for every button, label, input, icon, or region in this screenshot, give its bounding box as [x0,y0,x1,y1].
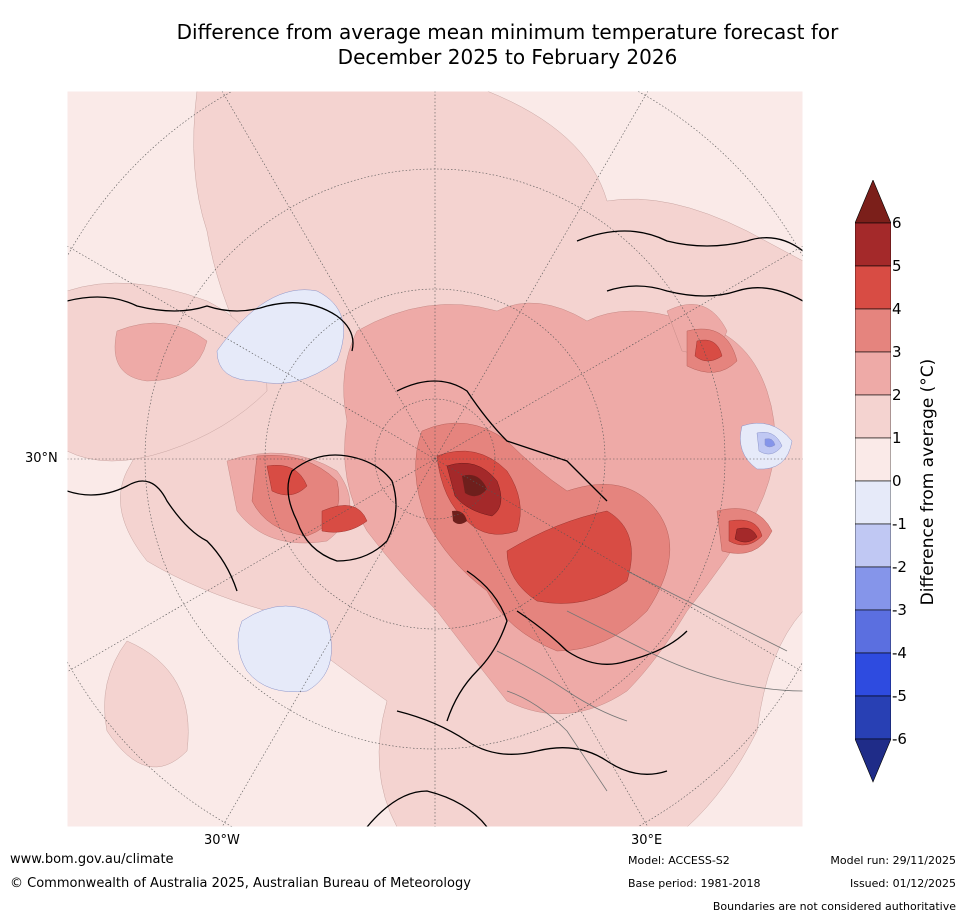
colorbar-bin [855,480,891,525]
colorbar-bin [855,437,891,482]
colorbar-tick-label: 0 [892,472,902,490]
colorbar-bin [855,652,891,697]
lat-label-30n: 30°N [25,451,58,466]
colorbar-bin [855,695,891,740]
colorbar-tick-label: 4 [892,300,902,318]
colorbar-bin [855,351,891,396]
colorbar-tick-label: -1 [892,515,907,533]
colorbar-bin [855,566,891,611]
chart-title: Difference from average mean minimum tem… [80,20,935,70]
colorbar-over-arrow [855,180,891,224]
colorbar-bin [855,265,891,310]
footer-issued: Issued: 01/12/2025 [849,877,956,890]
colorbar-tick-label: 3 [892,343,902,361]
footer-base-period: Base period: 1981-2018 [628,877,761,890]
colorbar-tick-label: 6 [892,214,902,232]
colorbar-tick-label: -3 [892,601,907,619]
colorbar-tick-label: 2 [892,386,902,404]
colorbar-bin [855,609,891,654]
footer-copyright: © Commonwealth of Australia 2025, Austra… [10,876,471,891]
title-line-2: December 2025 to February 2026 [337,45,678,69]
graticule [67,91,803,827]
colorbar-tick-label: -6 [892,730,907,748]
anomaly-above-6-regions [452,474,487,524]
footer-disclaimer: Boundaries are not considered authoritat… [712,900,956,913]
colorbar-bin [855,308,891,353]
colorbar-tick-label: -4 [892,644,907,662]
lon-label-30w: 30°W [204,833,240,848]
colorbar-tick-label: 1 [892,429,902,447]
footer-model: Model: ACCESS-S2 [628,854,730,867]
footer-model-run: Model run: 29/11/2025 [830,854,956,867]
colorbar-tick-label: 5 [892,257,902,275]
colorbar-tick-label: -2 [892,558,907,576]
colorbar-tick-label: -5 [892,687,907,705]
footer-website: www.bom.gov.au/climate [10,852,174,867]
title-line-1: Difference from average mean minimum tem… [176,20,839,44]
colorbar-bin [855,523,891,568]
lon-label-30e: 30°E [631,833,663,848]
colorbar-under-arrow [855,738,891,783]
anomaly-negative-regions [216,289,793,692]
country-borders [496,570,803,792]
coastlines [67,230,803,827]
temperature-anomaly-map [67,91,803,827]
colorbar-title: Difference from average (°C) [918,358,938,606]
colorbar [855,180,891,783]
colorbar-bin [855,394,891,439]
colorbar-bin [855,222,891,267]
